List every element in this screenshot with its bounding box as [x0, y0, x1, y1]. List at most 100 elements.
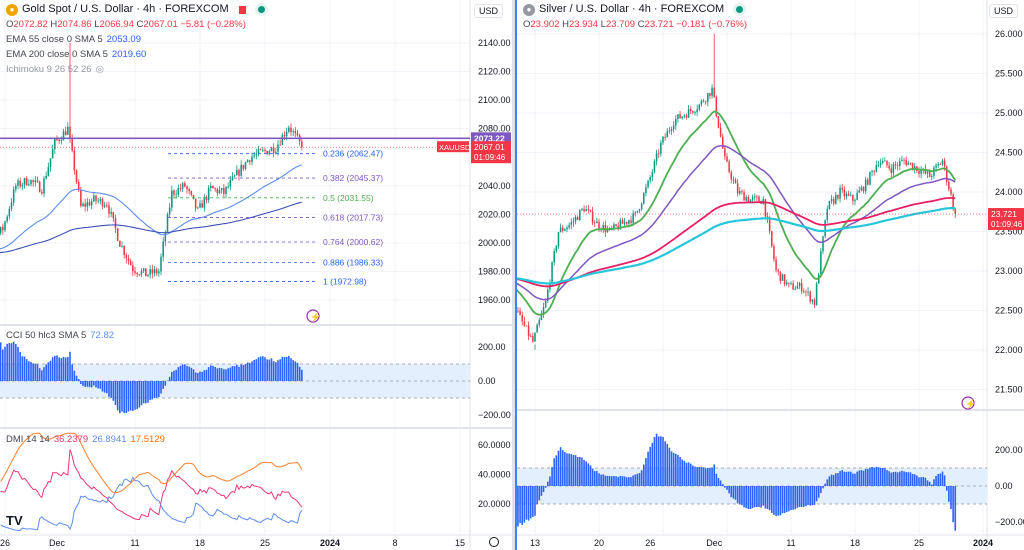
cci-histogram-bar	[628, 477, 630, 486]
cci-histogram-bar	[142, 381, 145, 404]
candle-body	[700, 100, 703, 105]
candle-body	[244, 162, 247, 169]
candle-body	[99, 198, 102, 201]
cci-histogram-bar	[899, 471, 901, 486]
candle-body	[649, 177, 651, 181]
candle-body	[585, 209, 587, 212]
candle-body	[119, 240, 121, 247]
panel-divider[interactable]	[512, 0, 515, 550]
gold-legend: ● Gold Spot / U.S. Dollar · 4h · FOREXCOM…	[6, 2, 265, 77]
candle-body	[849, 194, 852, 196]
candle-body	[140, 270, 143, 275]
cci-histogram-bar	[939, 473, 942, 486]
candle-body	[913, 166, 916, 170]
cci-histogram-bar	[679, 456, 681, 486]
cci-histogram-bar	[233, 366, 236, 381]
cci-histogram-bar	[894, 471, 897, 486]
candle-body	[630, 220, 632, 223]
candle-body	[38, 181, 41, 193]
cci-histogram-bar	[954, 486, 957, 531]
candle-body	[138, 274, 141, 276]
indicator-ema200[interactable]: EMA 200 close 0 SMA 5 2019.60	[6, 49, 147, 60]
cci-histogram-bar	[704, 468, 707, 486]
cci-histogram-bar	[623, 476, 626, 486]
candle-body	[292, 131, 294, 132]
candle-body	[792, 283, 794, 290]
ema55-line	[0, 164, 302, 250]
silver-chart-panel[interactable]: 26.000 25.500 25.000 24.500 24.000 23.500 23.0…	[515, 0, 1024, 550]
symbol-tag-label: XAUUSD	[439, 143, 471, 152]
flag-icon[interactable]	[238, 5, 246, 14]
candle-body	[136, 272, 138, 275]
last-price-tag	[471, 141, 511, 164]
gold-title[interactable]: Gold Spot / U.S. Dollar · 4h · FOREXCOM	[22, 3, 229, 15]
candle-body	[717, 116, 720, 128]
cci-histogram-bar	[534, 486, 536, 516]
gold-ohlc: O2072.82 H2074.86 L2066.94 C2067.01 −5.8…	[6, 19, 246, 30]
candle-body	[643, 193, 645, 204]
cci-histogram-bar	[266, 359, 268, 381]
candle-body	[653, 161, 656, 172]
candle-body	[783, 274, 786, 285]
cci-histogram-bar	[753, 486, 756, 508]
candle-body	[236, 169, 238, 176]
dmi-series	[0, 432, 303, 494]
candle-body	[149, 269, 151, 275]
cci-histogram-bar	[292, 360, 294, 381]
cci-histogram-bar	[227, 368, 229, 381]
candle-body	[201, 203, 203, 208]
cci-histogram-bar	[741, 486, 743, 506]
candle-body	[901, 159, 903, 162]
cci-histogram-bar	[15, 344, 17, 381]
candle-body	[623, 221, 626, 224]
gold-chart-panel[interactable]: 2140.00 2120.00 2100.00 2080.00 2040.00 2020.…	[0, 0, 512, 550]
cci-histogram-bar	[826, 479, 829, 486]
cci-histogram-bar	[529, 486, 532, 519]
cci-histogram-bar	[566, 453, 568, 486]
cci-histogram-bar	[747, 486, 750, 509]
candle-body	[826, 209, 829, 221]
lightning-icon: ⚡	[310, 311, 321, 323]
cci-histogram-bar	[945, 486, 948, 491]
candle-body	[551, 262, 553, 284]
candle-body	[685, 115, 688, 118]
indicator-ema55[interactable]: EMA 55 close 0 SMA 5 2053.09	[6, 34, 141, 45]
cci-histogram-bar	[80, 381, 82, 384]
candle-body	[296, 133, 299, 136]
cci-histogram-bar	[730, 486, 733, 498]
cci-histogram-bar	[732, 486, 735, 499]
gold-chart-canvas[interactable]: 2140.00 2120.00 2100.00 2080.00 2040.00 2020.…	[0, 0, 512, 550]
candle-body	[559, 227, 562, 233]
cci-histogram-bar	[585, 461, 587, 486]
cci-histogram-bar	[707, 467, 709, 486]
candle-body	[129, 260, 132, 266]
currency-selector[interactable]: USD	[989, 4, 1019, 18]
cci-histogram-bar	[841, 470, 843, 486]
candle-body	[602, 224, 605, 231]
candle-body	[32, 180, 34, 182]
cci-histogram-bar	[93, 381, 95, 386]
eye-hidden-icon[interactable]: ◎	[95, 64, 104, 75]
currency-selector[interactable]: USD	[474, 4, 504, 18]
cci-histogram-bar	[783, 486, 786, 514]
cci-histogram-bar	[155, 381, 158, 398]
candles	[517, 34, 957, 350]
cci-histogram-bar	[557, 450, 560, 486]
adx-line	[0, 432, 303, 494]
candle-body	[233, 175, 236, 177]
cci-histogram-bar	[926, 480, 929, 486]
cci-histogram-bar	[175, 369, 177, 381]
cci-histogram-bar	[296, 362, 299, 381]
candle-body	[64, 131, 67, 135]
cci-histogram-bar	[645, 458, 647, 486]
cci-histogram-bar	[110, 381, 112, 398]
cci-histogram-bar	[73, 370, 76, 381]
cci-histogram-bar	[813, 486, 816, 505]
indicator-ichimoku[interactable]: Ichimoku 9 26 52 26 ◎	[6, 64, 104, 75]
silver-title[interactable]: Silver / U.S. Dollar · 4h · FOREXCOM	[539, 3, 725, 15]
candle-body	[615, 224, 617, 227]
cci-histogram-bar	[220, 368, 223, 381]
silver-chart-canvas[interactable]: 26.000 25.500 25.000 24.500 24.000 23.500 23.0…	[517, 0, 1024, 550]
candle-body	[583, 208, 585, 212]
price-axis-label: 24.500	[995, 148, 1023, 158]
